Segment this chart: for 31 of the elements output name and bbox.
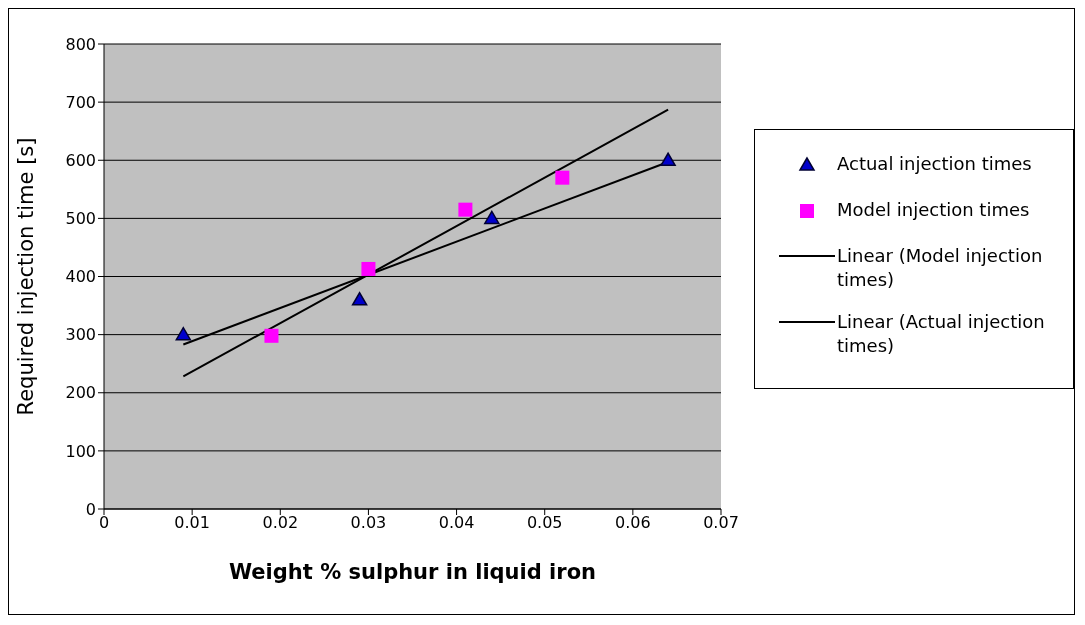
x-tick-label: 0.03 (350, 513, 387, 533)
y-tick-label: 700 (65, 92, 96, 112)
point (484, 210, 500, 225)
point (660, 152, 676, 166)
x-tick-label: 0.06 (615, 513, 651, 533)
y-tick-label: 800 (65, 34, 96, 54)
x-axis-title: Weight % sulphur in liquid iron (228, 560, 597, 584)
y-tick-label: 100 (65, 441, 96, 461)
point (361, 261, 376, 276)
point (175, 326, 192, 341)
y-axis-title: Required injection time [s] (14, 137, 39, 416)
legend-label: Actual injection times (837, 152, 1032, 176)
y-tick-label: 0 (85, 499, 96, 519)
x-tick-label: 0.07 (703, 513, 739, 533)
point (555, 170, 570, 185)
legend-label: Linear (Model injection times) (837, 244, 1044, 292)
legend-label: Linear (Actual injection times) (837, 310, 1046, 358)
x-tick-label: 0.05 (526, 513, 563, 533)
x-tick-label: 0.01 (174, 513, 210, 533)
x-tick-label: 0 (98, 513, 110, 533)
y-tick-label: 400 (65, 267, 96, 287)
point (264, 328, 279, 343)
legend-label: Model injection times (837, 198, 1030, 222)
y-tick-label: 600 (65, 150, 96, 170)
y-tick-label: 300 (65, 325, 96, 345)
x-tick-label: 0.04 (438, 513, 475, 533)
y-tick-label: 200 (65, 383, 96, 403)
y-tick-label: 500 (65, 209, 96, 229)
point (458, 202, 473, 217)
point (351, 292, 368, 306)
x-tick-label: 0.02 (262, 513, 299, 533)
